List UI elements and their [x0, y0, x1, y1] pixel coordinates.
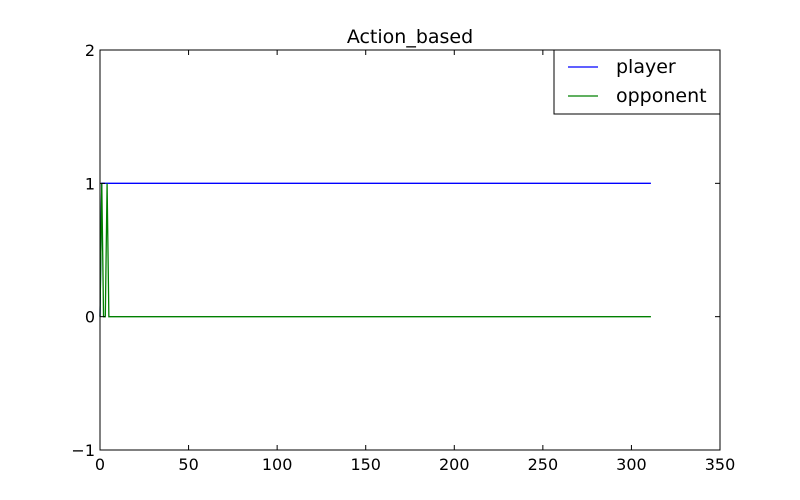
- y-tick-label: −1: [71, 441, 95, 460]
- y-tick-label: 1: [85, 174, 95, 193]
- axes-frame: [99, 49, 721, 451]
- legend-label-player: player: [616, 56, 676, 78]
- x-tick-label: 50: [178, 455, 198, 474]
- x-tick-label: 150: [350, 455, 381, 474]
- x-tick-label: 250: [528, 455, 559, 474]
- legend-label-opponent: opponent: [616, 85, 707, 107]
- chart-title: Action_based: [347, 26, 473, 48]
- x-tick-label: 200: [439, 455, 470, 474]
- y-tick-label: 2: [85, 41, 95, 60]
- legend-box: [553, 49, 721, 115]
- y-tick-label: 0: [85, 308, 95, 327]
- legend: player opponent: [553, 49, 721, 115]
- x-tick-label: 0: [95, 455, 105, 474]
- x-tick-label: 350: [705, 455, 736, 474]
- x-tick-label: 100: [262, 455, 293, 474]
- x-tick-label: 300: [616, 455, 647, 474]
